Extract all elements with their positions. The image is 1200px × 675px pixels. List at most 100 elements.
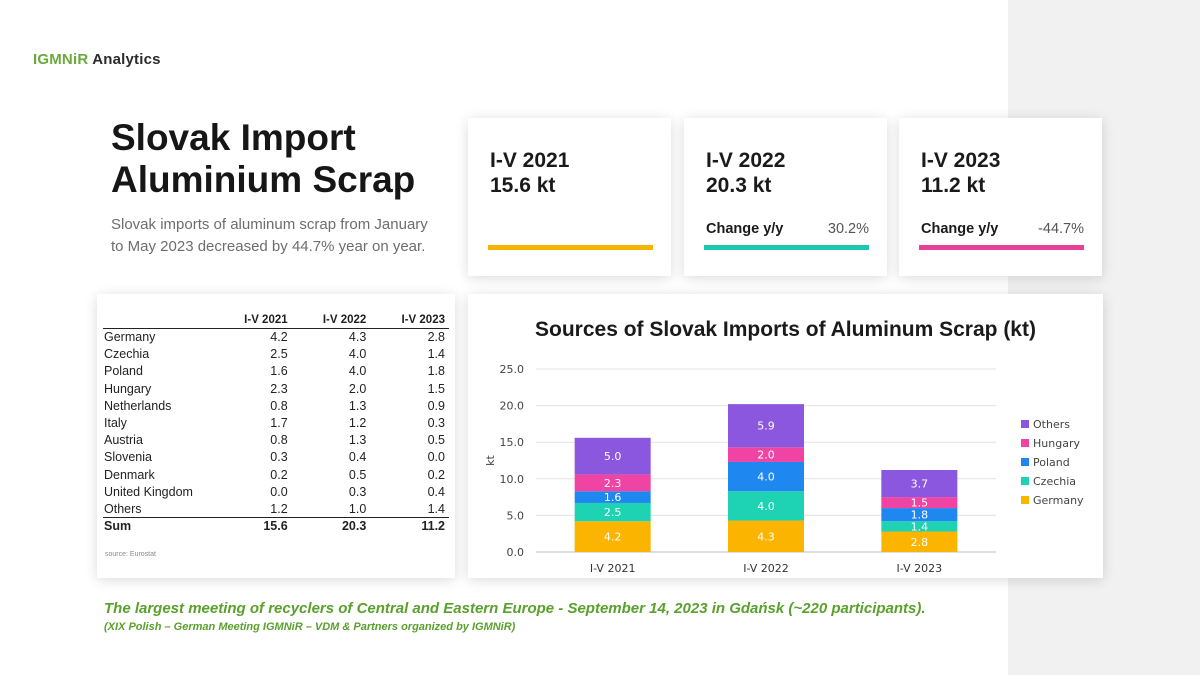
source-note: source: Eurostat	[105, 551, 156, 558]
page-subtitle: Slovak imports of aluminum scrap from Ja…	[111, 216, 428, 255]
table-row: Austria 0.8 1.3 0.5	[103, 432, 449, 449]
kpi-accent-bar	[488, 245, 653, 250]
table-cell-value: 1.7	[270, 416, 288, 431]
kpi-head: I-V 2023 11.2 kt	[921, 148, 1000, 198]
table-cell-country: Hungary	[104, 381, 152, 396]
table-row: Poland 1.6 4.0 1.8	[103, 363, 449, 380]
table-cell-value: 1.5	[427, 381, 445, 396]
table-cell-value: 1.2	[270, 501, 288, 516]
kpi-change-label: Change y/y	[706, 221, 784, 237]
bar-segment	[574, 474, 651, 492]
table-row: Italy 1.7 1.2 0.3	[103, 414, 449, 431]
table-cell-value: 1.3	[348, 398, 367, 413]
table-cell-value: 0.4	[427, 484, 445, 499]
bar-segment	[881, 497, 958, 509]
table-sum-row: Sum 15.6 20.3 11.2	[103, 517, 449, 535]
bar-segment	[728, 461, 804, 492]
stacked-bar-chart: 0.0 5.0 10.0 15.0 20.0 25.0 kt 4.2 2.5 1.62.3 5.0 I…	[484, 363, 1084, 575]
data-label: 2.5	[604, 506, 622, 519]
bar-segment	[881, 531, 958, 552]
x-tick-label: I-V 2022	[743, 562, 789, 575]
kpi-value: 11.2 kt	[921, 174, 986, 197]
x-tick-label: I-V 2021	[590, 562, 636, 575]
table-header-row: I-V 2021 I-V 2022 I-V 2023	[103, 312, 449, 329]
footer-note: (XIX Polish – German Meeting IGMNiR – VD…	[104, 621, 516, 633]
bar-segment	[881, 508, 958, 522]
table-cell-value: 0.3	[427, 416, 445, 431]
data-label: 1.8	[911, 509, 929, 522]
data-label: 4.2	[604, 531, 622, 544]
table-cell-value: 0.2	[270, 467, 288, 482]
table-cell-value: 2.8	[427, 330, 445, 345]
data-label: 5.9	[757, 420, 775, 433]
brand-suffix: Analytics	[92, 51, 161, 68]
y-tick-label: 5.0	[507, 509, 525, 522]
sum-value: 11.2	[370, 517, 449, 535]
page-title: Slovak Import Aluminium Scrap	[111, 117, 416, 200]
y-tick-label: 0.0	[507, 546, 525, 559]
table-cell-country: Italy	[104, 416, 127, 431]
brand-logo: IGMNiR Analytics	[33, 51, 161, 68]
brand-name: IGMNiR	[33, 51, 89, 68]
table-cell-value: 0.8	[270, 398, 288, 413]
kpi-value: 20.3 kt	[706, 174, 772, 197]
y-axis-label: kt	[484, 454, 497, 465]
table-header: I-V 2021	[213, 312, 292, 329]
data-label: 2.0	[757, 449, 775, 462]
kpi-change-value: 30.2%	[827, 221, 869, 237]
legend-swatch	[1021, 420, 1029, 428]
sum-label: Sum	[103, 517, 213, 535]
bar-segment	[728, 447, 804, 462]
legend-label: Hungary	[1033, 437, 1080, 450]
legend-label: Germany	[1033, 494, 1084, 507]
sum-value: 20.3	[291, 517, 371, 535]
kpi-head: I-V 2022 20.3 kt	[706, 148, 785, 198]
kpi-card-2023: I-V 2023 11.2 kt Change y/y -44.7%	[899, 118, 1102, 276]
table-cell-value: 0.9	[427, 398, 445, 413]
legend-label: Others	[1033, 418, 1070, 431]
table-cell-value: 0.3	[270, 450, 288, 465]
table-cell-country: Austria	[104, 433, 143, 448]
bar-segment	[574, 502, 651, 522]
data-label: 4.0	[757, 500, 775, 513]
kpi-change-value: -44.7%	[1038, 221, 1084, 237]
kpi-change-label: Change y/y	[921, 221, 999, 237]
kpi-period: I-V 2023	[921, 149, 1001, 172]
data-label: 2.3	[604, 477, 622, 490]
y-tick-label: 10.0	[500, 473, 525, 486]
y-tick-label: 25.0	[500, 363, 525, 376]
table-cell-value: 2.0	[348, 381, 367, 396]
table-row: United Kingdom 0.0 0.3 0.4	[103, 483, 449, 500]
table-cell-country: Germany	[104, 330, 156, 345]
sum-value: 15.6	[213, 517, 292, 535]
table-cell-value: 4.0	[348, 347, 367, 362]
table-cell-value: 1.8	[427, 364, 445, 379]
data-label: 4.3	[757, 530, 775, 543]
chart-title: Sources of Slovak Imports of Aluminum Sc…	[535, 318, 1036, 341]
table-cell-value: 4.2	[270, 330, 288, 345]
data-label: 4.0	[757, 471, 775, 484]
table-cell-value: 2.5	[270, 347, 288, 362]
bar-segment	[728, 491, 804, 521]
data-table: I-V 2021 I-V 2022 I-V 2023 Germany 4.2 4.3…	[103, 312, 449, 535]
legend-label: Poland	[1033, 456, 1070, 469]
data-label: 1.6	[604, 491, 622, 504]
bar-segment	[574, 437, 651, 475]
table-cell-country: Others	[104, 501, 142, 516]
table-cell-value: 0.8	[270, 433, 288, 448]
table-row: Netherlands 0.8 1.3 0.9	[103, 397, 449, 414]
kpi-change: Change y/y -44.7%	[921, 221, 1084, 237]
table-cell-value: 1.4	[427, 501, 445, 516]
table-cell-value: 1.4	[427, 347, 445, 362]
table-body: Germany 4.2 4.3 2.8 Czechia 2.5 4.0 1.4 Poland 1.…	[103, 329, 449, 535]
data-label: 5.0	[604, 450, 622, 463]
table-row: Czechia 2.5 4.0 1.4	[103, 346, 449, 363]
chart-card: Sources of Slovak Imports of Aluminum Sc…	[468, 294, 1103, 578]
table-cell-value: 0.0	[270, 484, 288, 499]
kpi-period: I-V 2021	[490, 149, 570, 172]
table-cell-country: Poland	[104, 364, 143, 379]
table-cell-country: United Kingdom	[104, 484, 193, 499]
kpi-change: Change y/y 30.2%	[706, 221, 869, 237]
table-cell-value: 0.2	[427, 467, 445, 482]
kpi-period: I-V 2022	[706, 149, 786, 172]
